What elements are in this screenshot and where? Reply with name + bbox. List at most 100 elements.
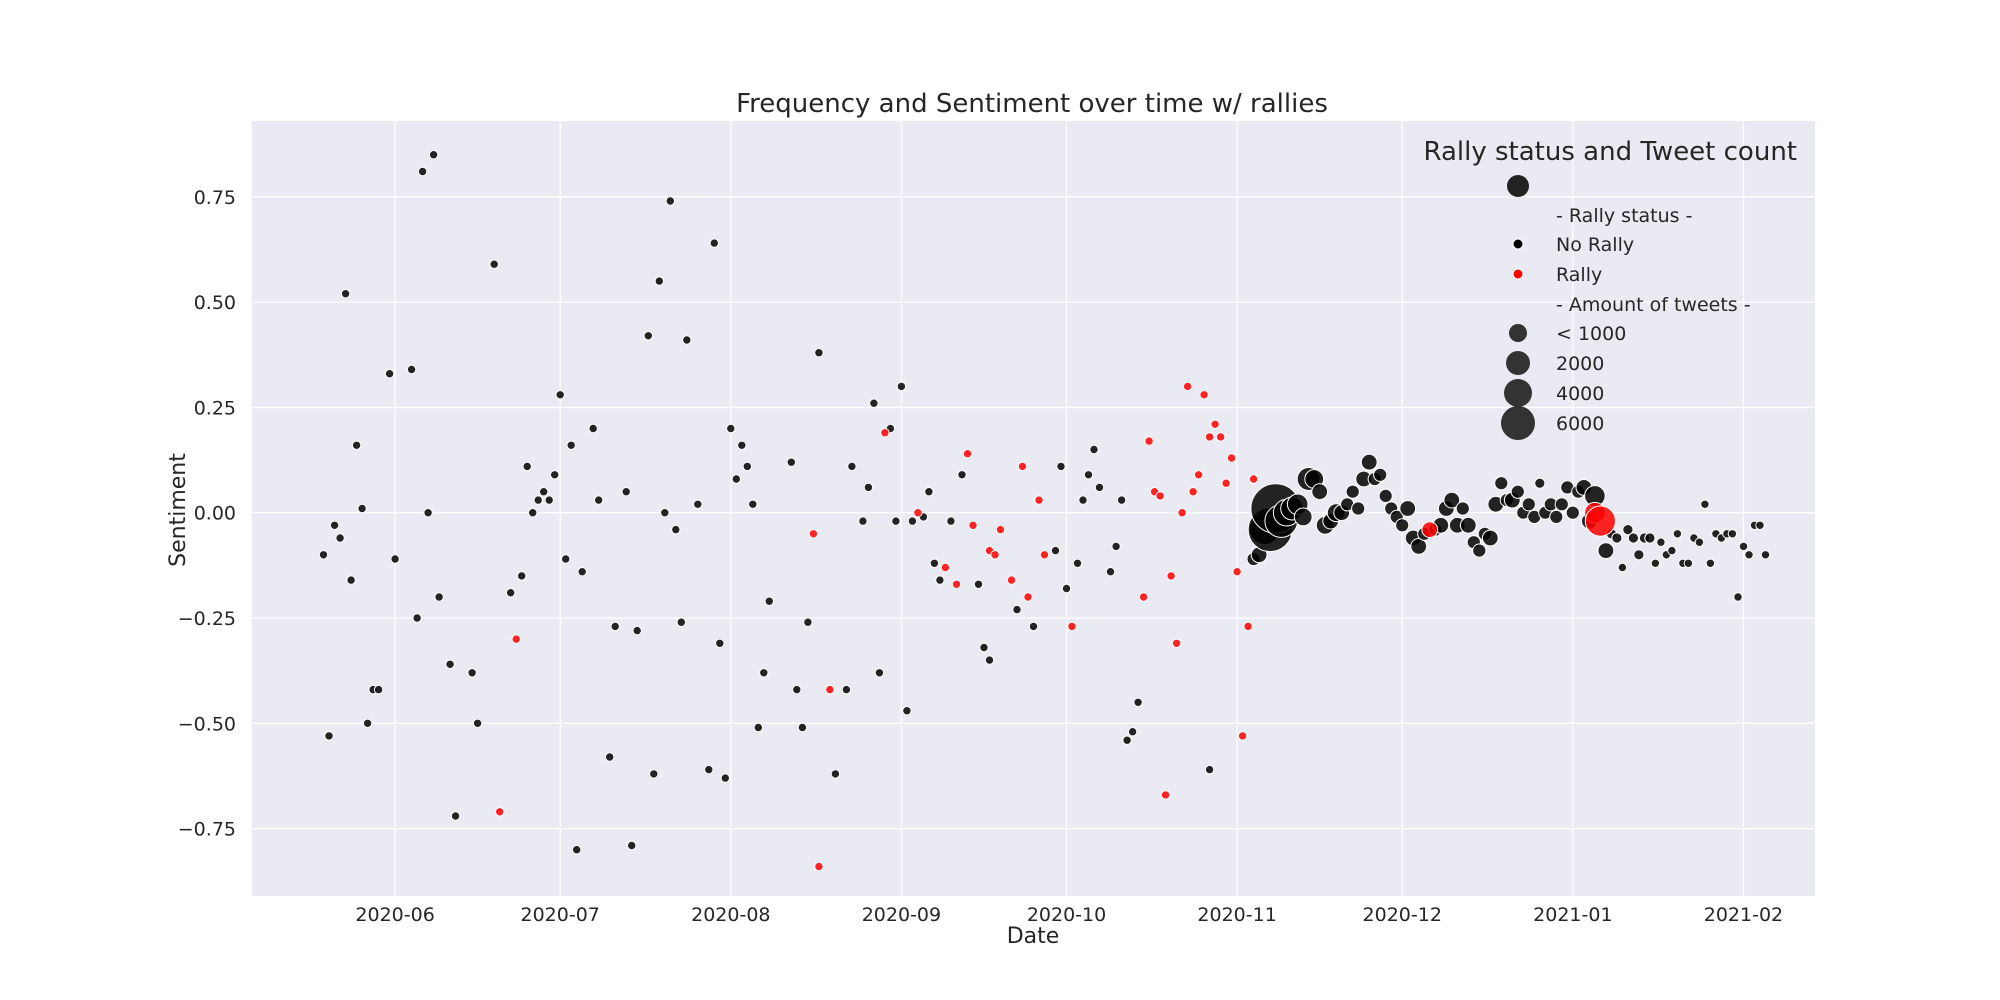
data-point — [1549, 509, 1564, 525]
data-point — [1248, 474, 1259, 484]
data-point — [797, 722, 808, 733]
data-point — [841, 684, 852, 695]
data-point — [1694, 537, 1705, 547]
data-point — [935, 575, 945, 585]
data-point — [627, 840, 637, 851]
x-axis-label: Date — [1007, 924, 1060, 949]
x-tick-label: 2020-11 — [1197, 904, 1276, 926]
data-point — [1072, 558, 1083, 568]
data-point — [1410, 538, 1428, 555]
data-points — [318, 150, 1771, 872]
data-point — [764, 596, 774, 606]
data-point — [979, 642, 989, 653]
data-point — [902, 706, 912, 716]
data-point — [869, 398, 879, 408]
y-tick-label: 0.25 — [194, 397, 236, 419]
y-tick-label: −0.25 — [178, 608, 236, 630]
legend-size-label: 4000 — [1556, 383, 1604, 405]
data-point — [1177, 508, 1187, 518]
data-point — [1105, 567, 1116, 577]
data-point — [555, 390, 565, 400]
legend-marker — [1512, 238, 1524, 250]
data-point — [533, 495, 543, 505]
x-tick-label: 2021-01 — [1533, 904, 1612, 926]
y-axis-ticks: −0.75 −0.50 −0.25 0.00 0.25 0.50 0.75 — [178, 187, 236, 841]
data-point — [962, 449, 973, 459]
data-point — [1667, 545, 1677, 556]
data-point — [748, 499, 758, 509]
data-point — [731, 474, 741, 484]
legend-size-marker — [1501, 406, 1535, 440]
data-point — [340, 289, 351, 299]
data-point — [665, 196, 675, 206]
data-point — [445, 659, 455, 669]
y-tick-label: −0.50 — [178, 713, 236, 735]
data-point — [858, 516, 868, 526]
data-point — [450, 811, 461, 821]
x-tick-label: 2021-02 — [1704, 904, 1783, 926]
data-point — [1067, 621, 1077, 632]
legend-size-label: < 1000 — [1556, 323, 1626, 345]
data-point — [654, 276, 664, 286]
data-point — [506, 588, 516, 598]
data-point — [863, 482, 874, 493]
data-point — [632, 625, 642, 636]
data-point — [1399, 500, 1417, 517]
data-point — [329, 520, 340, 530]
data-point — [1656, 537, 1666, 547]
data-point — [786, 457, 796, 467]
data-point — [324, 731, 334, 741]
data-point — [1683, 558, 1694, 568]
data-point — [594, 495, 604, 505]
legend-size-marker — [1506, 351, 1530, 375]
data-point — [957, 470, 967, 480]
data-point — [1204, 432, 1215, 442]
series-rally — [495, 381, 1617, 872]
data-point — [511, 634, 521, 644]
data-point — [1351, 501, 1366, 516]
data-point — [1395, 518, 1410, 533]
data-point — [1089, 444, 1099, 455]
data-point — [1459, 516, 1477, 534]
legend-size-marker — [1504, 379, 1532, 407]
data-point — [1133, 697, 1143, 707]
data-point — [362, 718, 373, 728]
data-point — [1078, 495, 1088, 505]
data-point — [1481, 529, 1499, 547]
data-point — [1700, 499, 1710, 509]
x-tick-label: 2020-08 — [691, 904, 770, 926]
data-point — [660, 508, 670, 518]
data-point — [1627, 532, 1640, 544]
data-point — [951, 579, 962, 589]
data-point — [1705, 558, 1716, 568]
data-point — [1650, 558, 1661, 568]
data-point — [1760, 550, 1771, 560]
data-point — [572, 845, 582, 855]
data-point — [522, 461, 532, 472]
data-point — [577, 567, 587, 577]
data-point — [1171, 638, 1182, 648]
data-point — [984, 655, 995, 665]
legend-marker — [1507, 175, 1529, 197]
grid — [252, 121, 1815, 896]
data-point — [676, 617, 686, 627]
legend-title: Rally status and Tweet count — [1423, 137, 1797, 167]
data-point — [1744, 550, 1754, 560]
data-point — [1733, 592, 1743, 602]
data-point — [1012, 604, 1022, 615]
data-point — [715, 638, 725, 648]
data-point — [1584, 505, 1617, 537]
data-point — [1534, 477, 1546, 489]
data-point — [682, 335, 692, 345]
data-point — [726, 423, 736, 434]
data-point — [1061, 583, 1072, 594]
data-point — [588, 423, 598, 434]
legend-size-header: - Amount of tweets - — [1556, 294, 1751, 316]
legend-entry: No Rally — [1556, 234, 1634, 256]
data-point — [1243, 621, 1253, 632]
data-point — [517, 571, 527, 581]
data-point — [1421, 521, 1439, 538]
data-point — [968, 520, 978, 530]
data-point — [720, 773, 730, 783]
data-point — [1510, 484, 1525, 499]
